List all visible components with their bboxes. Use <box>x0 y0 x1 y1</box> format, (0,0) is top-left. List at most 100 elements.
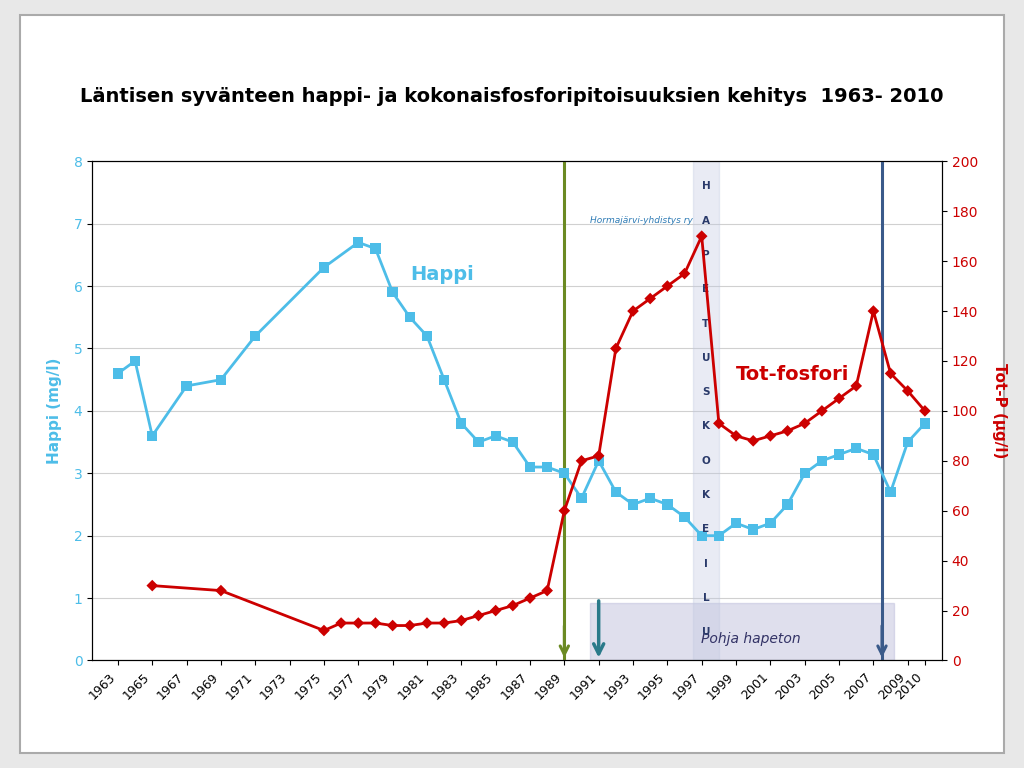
Point <box>779 425 796 437</box>
Text: I: I <box>705 559 708 569</box>
Point <box>642 492 658 505</box>
Point <box>883 367 899 379</box>
Point <box>213 373 229 386</box>
Point <box>916 405 933 417</box>
Text: P: P <box>702 250 710 260</box>
Bar <box>590 603 894 660</box>
Point <box>607 343 624 355</box>
Point <box>711 530 727 542</box>
Point <box>659 498 676 511</box>
Point <box>642 293 658 305</box>
Y-axis label: Happi (mg/l): Happi (mg/l) <box>47 358 62 464</box>
Point <box>591 450 607 462</box>
Point <box>848 442 864 455</box>
Text: K: K <box>702 490 710 500</box>
Point <box>419 330 435 343</box>
Point <box>213 584 229 597</box>
Point <box>676 267 692 280</box>
Point <box>350 237 367 249</box>
Point <box>436 617 453 629</box>
Point <box>573 455 590 467</box>
Text: Pohja hapeton: Pohja hapeton <box>700 631 801 646</box>
Point <box>573 492 590 505</box>
Point <box>762 517 778 529</box>
Point <box>487 430 504 442</box>
Text: E: E <box>702 284 710 294</box>
Text: U: U <box>701 627 711 637</box>
Point <box>127 355 143 367</box>
Point <box>436 373 453 386</box>
Point <box>487 604 504 617</box>
Point <box>505 436 521 449</box>
Point <box>247 330 263 343</box>
Point <box>539 461 555 473</box>
Text: K: K <box>702 422 710 432</box>
Point <box>899 385 915 397</box>
Point <box>865 449 882 461</box>
Text: Happi: Happi <box>410 265 473 284</box>
Point <box>522 592 539 604</box>
Text: H: H <box>701 181 711 191</box>
Point <box>110 367 126 379</box>
Point <box>728 429 744 442</box>
Point <box>454 417 470 429</box>
Point <box>350 617 367 629</box>
Point <box>916 417 933 429</box>
Text: L: L <box>702 593 710 603</box>
Point <box>178 379 195 392</box>
Point <box>368 617 384 629</box>
Point <box>144 579 161 591</box>
Point <box>401 619 418 631</box>
Point <box>315 261 332 273</box>
Point <box>470 610 486 622</box>
Text: O: O <box>701 455 711 466</box>
Text: A: A <box>702 216 710 226</box>
Point <box>591 455 607 467</box>
Point <box>333 617 349 629</box>
Point <box>470 436 486 449</box>
Point <box>676 511 692 523</box>
Point <box>814 405 830 417</box>
Point <box>745 435 762 447</box>
Point <box>728 517 744 529</box>
Point <box>830 392 847 405</box>
Point <box>368 243 384 255</box>
Point <box>419 617 435 629</box>
Text: U: U <box>701 353 711 362</box>
Point <box>745 523 762 535</box>
Text: T: T <box>702 319 710 329</box>
Point <box>384 619 400 631</box>
Point <box>659 280 676 292</box>
Point <box>693 230 710 243</box>
Point <box>522 461 539 473</box>
Point <box>384 286 400 299</box>
Point <box>814 455 830 467</box>
Point <box>848 379 864 392</box>
Text: E: E <box>702 525 710 535</box>
Point <box>556 505 572 517</box>
Point <box>625 305 641 317</box>
Text: S: S <box>702 387 710 397</box>
Point <box>401 311 418 323</box>
Point <box>762 429 778 442</box>
Point <box>711 417 727 429</box>
Point <box>797 467 813 479</box>
Point <box>539 584 555 597</box>
Point <box>556 467 572 479</box>
Text: Tot-fosfori: Tot-fosfori <box>736 365 850 384</box>
Point <box>315 624 332 637</box>
Point <box>625 498 641 511</box>
Bar <box>693 161 719 660</box>
Y-axis label: Tot-P (μg/l): Tot-P (μg/l) <box>992 363 1008 458</box>
Point <box>144 430 161 442</box>
Point <box>797 417 813 429</box>
Point <box>607 486 624 498</box>
Point <box>865 305 882 317</box>
Point <box>693 530 710 542</box>
Point <box>779 498 796 511</box>
Text: Läntisen syvänteen happi- ja kokonaisfosforipitoisuuksien kehitys  1963- 2010: Läntisen syvänteen happi- ja kokonaisfos… <box>80 87 944 105</box>
Point <box>454 614 470 627</box>
Text: Hormajärvi-yhdistys ry: Hormajärvi-yhdistys ry <box>590 216 693 225</box>
Point <box>883 486 899 498</box>
Point <box>899 436 915 449</box>
